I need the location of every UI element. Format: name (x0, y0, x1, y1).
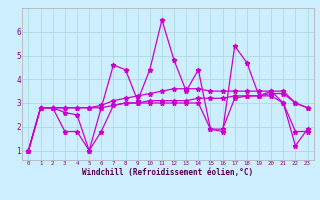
X-axis label: Windchill (Refroidissement éolien,°C): Windchill (Refroidissement éolien,°C) (83, 168, 253, 177)
